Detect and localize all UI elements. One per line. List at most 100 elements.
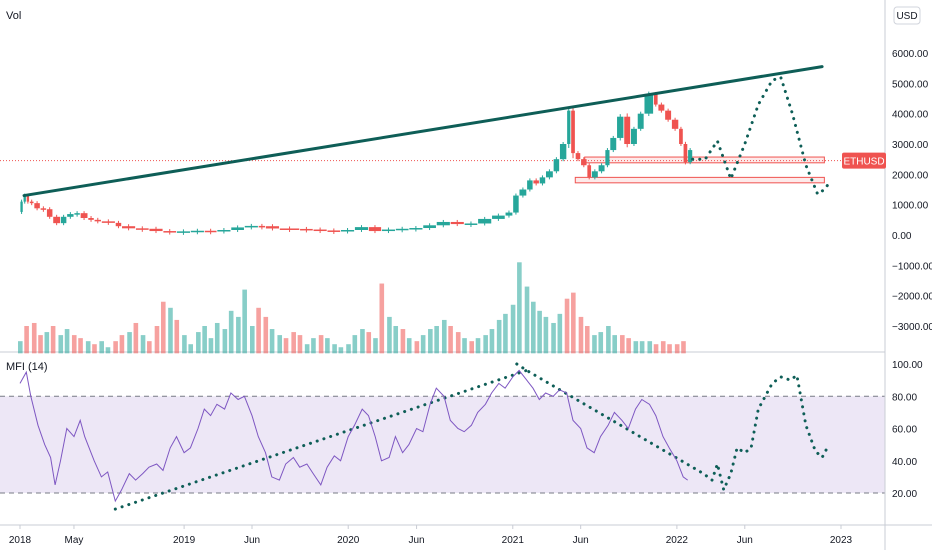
price-candle bbox=[94, 219, 101, 222]
price-candle bbox=[527, 180, 533, 190]
price-tick-label: 4000.00 bbox=[892, 110, 929, 121]
axes: 6000.00 5000.00 4000.00 3000.00 2000.00 1000.… bbox=[9, 49, 932, 546]
price-candle bbox=[395, 228, 409, 231]
volume-bar bbox=[277, 335, 283, 354]
volume-bar bbox=[441, 319, 447, 354]
volume-bar bbox=[113, 341, 118, 354]
time-tick-label: May bbox=[65, 535, 84, 546]
price-candle bbox=[539, 177, 546, 184]
price-candle bbox=[29, 201, 34, 204]
price-candle bbox=[327, 230, 341, 232]
price-candle bbox=[450, 221, 464, 225]
volume-bar bbox=[352, 335, 358, 354]
volume-bar bbox=[214, 322, 220, 354]
volume-bar bbox=[420, 335, 426, 354]
price-candle bbox=[265, 226, 280, 229]
volume-bar bbox=[147, 341, 152, 354]
price-candle bbox=[533, 180, 539, 184]
price-candle bbox=[581, 159, 587, 166]
volume-bar bbox=[653, 344, 659, 354]
price-candle bbox=[101, 221, 115, 223]
price-candle bbox=[40, 208, 47, 210]
mfi-tick-label: 20.00 bbox=[892, 489, 917, 500]
price-candle bbox=[519, 189, 527, 196]
price-candle bbox=[368, 227, 382, 232]
volume-bar bbox=[31, 322, 37, 354]
volume-bar bbox=[606, 326, 611, 354]
volume-bar bbox=[208, 338, 214, 354]
volume-bar bbox=[44, 332, 50, 354]
resistance-trendline[interactable] bbox=[22, 65, 824, 198]
volume-bar bbox=[92, 344, 97, 354]
volume-bar bbox=[571, 292, 576, 354]
price-projection[interactable] bbox=[691, 75, 833, 197]
currency-label: USD bbox=[896, 11, 917, 22]
volume-bar bbox=[681, 341, 686, 354]
volume-bar bbox=[592, 335, 597, 354]
support-zone-1[interactable] bbox=[584, 156, 825, 164]
volume-bar bbox=[489, 329, 495, 354]
volume-bar bbox=[174, 319, 180, 354]
volume-bar bbox=[71, 335, 77, 354]
volume-bar bbox=[50, 326, 56, 354]
currency-badge[interactable]: USD bbox=[893, 6, 921, 25]
price-candle bbox=[80, 213, 88, 219]
support-zones[interactable] bbox=[574, 156, 825, 184]
price-candle bbox=[204, 230, 217, 233]
mfi-tick-label: 60.00 bbox=[892, 425, 917, 436]
price-candle bbox=[598, 165, 605, 172]
trendlines[interactable] bbox=[22, 65, 833, 511]
price-candle bbox=[624, 116, 631, 144]
price-candle bbox=[683, 144, 688, 163]
volume-bar bbox=[78, 338, 83, 354]
volume-bar bbox=[483, 335, 488, 354]
volume-bar bbox=[202, 326, 207, 354]
price-candle bbox=[23, 195, 26, 202]
volume-bar bbox=[462, 338, 467, 354]
price-tick-label: 6000.00 bbox=[892, 49, 929, 60]
volume-bar bbox=[297, 335, 303, 354]
time-tick-label: 2020 bbox=[337, 535, 360, 546]
volume-bar bbox=[674, 344, 680, 354]
volume-bar bbox=[325, 338, 330, 354]
volume-bar bbox=[318, 335, 324, 354]
volume-bar bbox=[598, 332, 604, 354]
volume-bar bbox=[18, 341, 23, 354]
price-tick-label: −2000.00 bbox=[892, 292, 932, 303]
volume-bar bbox=[99, 341, 104, 354]
volume-bar bbox=[168, 307, 173, 354]
price-candle bbox=[637, 113, 644, 129]
mfi-series bbox=[19, 369, 688, 503]
price-candle bbox=[381, 229, 396, 232]
time-tick-label: 2021 bbox=[502, 535, 525, 546]
volume-bar bbox=[633, 341, 639, 354]
volume-bar bbox=[160, 301, 166, 354]
volume-bar bbox=[647, 341, 653, 354]
price-candle bbox=[340, 229, 355, 232]
volume-bar bbox=[133, 322, 139, 354]
price-candle bbox=[115, 222, 122, 227]
price-candle bbox=[436, 221, 450, 226]
volume-bar bbox=[291, 332, 296, 354]
price-candle bbox=[617, 116, 624, 138]
mfi-projection-rising[interactable] bbox=[113, 368, 529, 511]
price-candle bbox=[122, 226, 136, 229]
volume-bar bbox=[250, 326, 255, 354]
price-candle bbox=[567, 110, 571, 144]
price-candle bbox=[46, 209, 53, 217]
volume-bar bbox=[269, 329, 275, 354]
volume-bar bbox=[58, 335, 64, 354]
mfi-projection-falling[interactable] bbox=[515, 362, 831, 495]
volume-bar bbox=[510, 304, 516, 354]
volume-bar bbox=[283, 338, 289, 354]
volume-bar bbox=[242, 289, 247, 354]
price-candle bbox=[231, 227, 244, 230]
volume-bar bbox=[140, 335, 146, 354]
volume-bar bbox=[85, 341, 91, 354]
price-candles bbox=[20, 91, 693, 235]
price-tag-symbol: ETHUSD bbox=[843, 157, 884, 168]
support-zone-2[interactable] bbox=[574, 176, 825, 184]
price-candle bbox=[258, 225, 266, 228]
volume-bar bbox=[196, 332, 201, 354]
